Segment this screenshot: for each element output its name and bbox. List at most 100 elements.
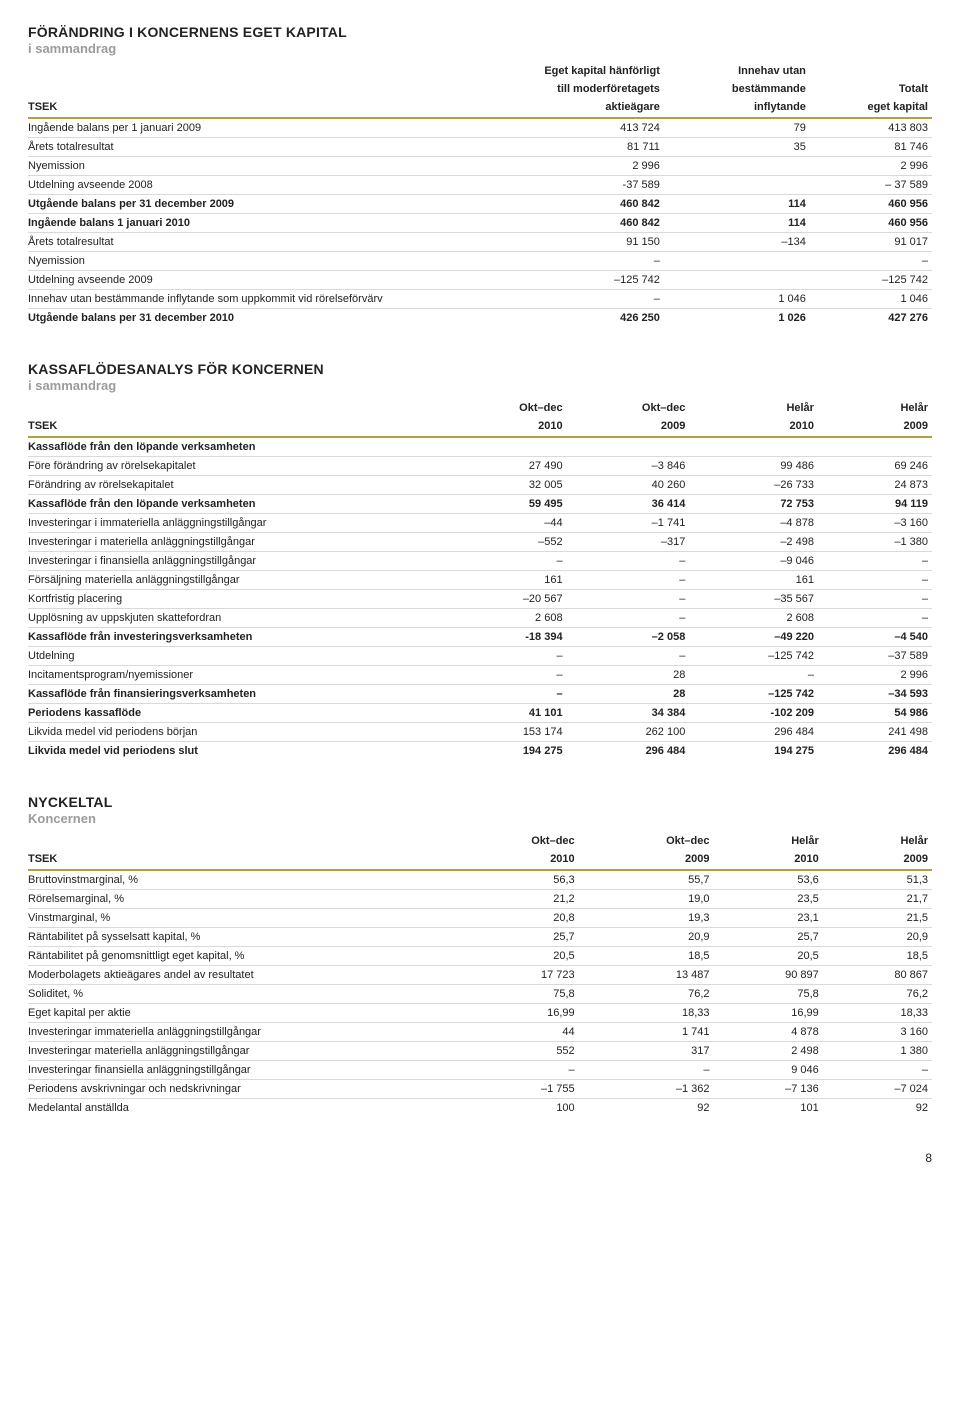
cell: 76,2 (823, 985, 932, 1004)
cell: Investeringar i immateriella anläggnings… (28, 514, 444, 533)
table-row: Utgående balans per 31 december 2009460 … (28, 195, 932, 214)
cell: 25,7 (714, 928, 823, 947)
cell: 460 842 (444, 195, 664, 214)
cell: – (818, 609, 932, 628)
cell: Försäljning materiella anläggningstillgå… (28, 571, 444, 590)
cell: –1 755 (444, 1080, 579, 1099)
cell: 114 (664, 195, 810, 214)
cell: Investeringar materiella anläggningstill… (28, 1042, 444, 1061)
cell: 20,8 (444, 909, 579, 928)
col2-line3: inflytande (664, 98, 810, 118)
col3-line2: eget kapital (810, 98, 932, 118)
cell (664, 252, 810, 271)
equity-heading: FÖRÄNDRING I KONCERNENS EGET KAPITAL (28, 24, 932, 40)
table-row: Rörelsemarginal, %21,219,023,521,7 (28, 890, 932, 909)
table-row: Vinstmarginal, %20,819,323,121,5 (28, 909, 932, 928)
cell: 1 380 (823, 1042, 932, 1061)
cell: 40 260 (567, 476, 690, 495)
cell: – (444, 252, 664, 271)
cell: Ingående balans 1 januari 2010 (28, 214, 444, 233)
cell: 161 (444, 571, 567, 590)
cell: 56,3 (444, 871, 579, 890)
cell: 17 723 (444, 966, 579, 985)
cashflow-header-row-1: Okt–dec Okt–dec Helår Helår (28, 399, 932, 417)
cell: –552 (444, 533, 567, 552)
cell: 460 956 (810, 195, 932, 214)
cell: 92 (823, 1099, 932, 1118)
cell: 296 484 (818, 742, 932, 761)
cell: 32 005 (444, 476, 567, 495)
table-row: Årets totalresultat81 7113581 746 (28, 138, 932, 157)
table-row: Periodens avskrivningar och nedskrivning… (28, 1080, 932, 1099)
cell: – (567, 647, 690, 666)
cell: Medelantal anställda (28, 1099, 444, 1118)
cell: 28 (567, 666, 690, 685)
table-row: Utdelning avseende 2008-37 589– 37 589 (28, 176, 932, 195)
cell: –34 593 (818, 685, 932, 704)
table-row: Periodens kassaflöde41 10134 384-102 209… (28, 704, 932, 723)
cell: Upplösning av uppskjuten skattefordran (28, 609, 444, 628)
cell: – (444, 552, 567, 571)
cell: Utdelning avseende 2008 (28, 176, 444, 195)
cell: 1 046 (664, 290, 810, 309)
cell: Utdelning avseende 2009 (28, 271, 444, 290)
cell: 1 741 (579, 1023, 714, 1042)
cell: Rörelsemarginal, % (28, 890, 444, 909)
cell: 2 608 (444, 609, 567, 628)
cell: 92 (579, 1099, 714, 1118)
cell: 1 026 (664, 309, 810, 328)
cell: 21,5 (823, 909, 932, 928)
table-row: Utdelning–––125 742–37 589 (28, 647, 932, 666)
cell: Nyemission (28, 157, 444, 176)
cell: Periodens avskrivningar och nedskrivning… (28, 1080, 444, 1099)
cell: –1 362 (579, 1080, 714, 1099)
table-row: Incitamentsprogram/nyemissioner–28–2 996 (28, 666, 932, 685)
cell: 79 (664, 119, 810, 138)
cell: 2 498 (714, 1042, 823, 1061)
cell: 20,9 (823, 928, 932, 947)
page-number: 8 (28, 1151, 932, 1165)
cell: 13 487 (579, 966, 714, 985)
cell: –125 742 (689, 685, 818, 704)
cell: 296 484 (689, 723, 818, 742)
cell: 2 996 (818, 666, 932, 685)
table-row: Kassaflöde från finansieringsverksamhete… (28, 685, 932, 704)
cell: 69 246 (818, 457, 932, 476)
table-row: Investeringar i finansiella anläggningst… (28, 552, 932, 571)
cell: – 37 589 (810, 176, 932, 195)
cell: 72 753 (689, 495, 818, 514)
cell: Utdelning (28, 647, 444, 666)
table-row: Ingående balans 1 januari 2010460 842114… (28, 214, 932, 233)
table-row: Nyemission–– (28, 252, 932, 271)
cell: –125 742 (810, 271, 932, 290)
cell: 19,0 (579, 890, 714, 909)
cell: Årets totalresultat (28, 233, 444, 252)
cell (664, 157, 810, 176)
cell: 27 490 (444, 457, 567, 476)
cell (689, 438, 818, 457)
cashflow-sub: i sammandrag (28, 378, 932, 393)
col2-line1: Innehav utan (664, 62, 810, 80)
cell: 2 996 (444, 157, 664, 176)
cell: -102 209 (689, 704, 818, 723)
cell: –7 024 (823, 1080, 932, 1099)
table-row: Upplösning av uppskjuten skattefordran2 … (28, 609, 932, 628)
cell: Utgående balans per 31 december 2010 (28, 309, 444, 328)
cell: Innehav utan bestämmande inflytande som … (28, 290, 444, 309)
table-row: Ingående balans per 1 januari 2009413 72… (28, 119, 932, 138)
cell: 460 956 (810, 214, 932, 233)
cell: 75,8 (714, 985, 823, 1004)
cell: 317 (579, 1042, 714, 1061)
cell: – (567, 590, 690, 609)
equity-table: Eget kapital hänförligt Innehav utan til… (28, 62, 932, 327)
cell: Kassaflöde från finansieringsverksamhete… (28, 685, 444, 704)
keyfigures-header-row-1: Okt–dec Okt–dec Helår Helår (28, 832, 932, 850)
table-row: Investeringar i materiella anläggningsti… (28, 533, 932, 552)
col1-line2: till moderföretagets (444, 80, 664, 98)
cell: Kassaflöde från den löpande verksamheten (28, 438, 444, 457)
cell: 16,99 (714, 1004, 823, 1023)
cell: Investeringar i materiella anläggningsti… (28, 533, 444, 552)
cell: 53,6 (714, 871, 823, 890)
cell: 18,33 (579, 1004, 714, 1023)
cell: 91 017 (810, 233, 932, 252)
